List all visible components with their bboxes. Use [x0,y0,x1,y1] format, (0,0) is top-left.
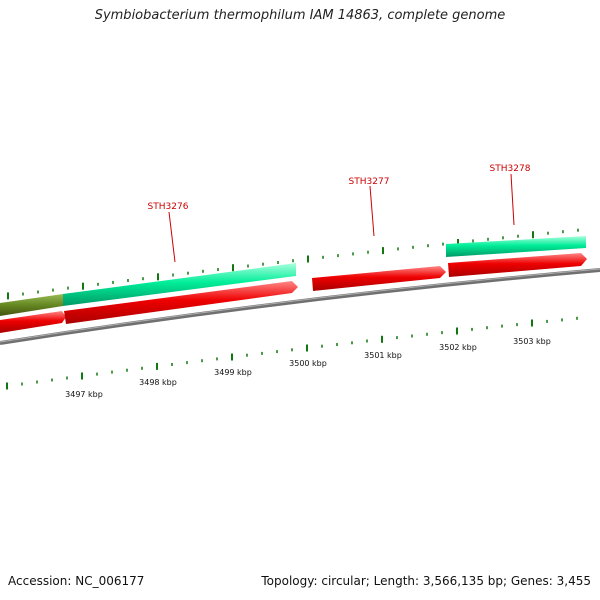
scale-label: 3497 kbp [65,390,103,399]
gene-forward-2 [446,236,586,257]
scale-tick-marks [6,316,578,390]
label-line-sth3278 [510,173,515,226]
gene-label-sth3276[interactable]: STH3276 [148,202,189,212]
top-tick-marks [7,228,579,300]
gene-reverse-1 [0,311,66,333]
label-line-sth3277 [369,185,375,237]
gene-reverse-3 [312,266,446,291]
accession-text: Accession: NC_006177 [8,574,145,588]
scale-label: 3499 kbp [214,368,252,377]
gene-label-sth3277[interactable]: STH3277 [349,177,390,187]
label-line-sth3276 [168,211,176,263]
scale-label: 3500 kbp [289,359,327,368]
gene-forward-1 [63,263,296,306]
scale-label: 3503 kbp [513,337,551,346]
scale-label: 3501 kbp [364,351,402,360]
map-title: Symbiobacterium thermophilum IAM 14863, … [94,8,506,23]
gene-label-sth3278[interactable]: STH3278 [490,164,531,174]
gene-reverse-4 [448,253,587,277]
gene-reverse-2 [64,281,298,324]
scale-label: 3502 kbp [439,343,477,352]
scale-label: 3498 kbp [139,378,177,387]
gene-olive [0,294,63,316]
topology-text: Topology: circular; Length: 3,566,135 bp… [261,574,591,588]
genome-backbone-highlight [0,268,600,343]
genome-backbone [0,268,600,345]
